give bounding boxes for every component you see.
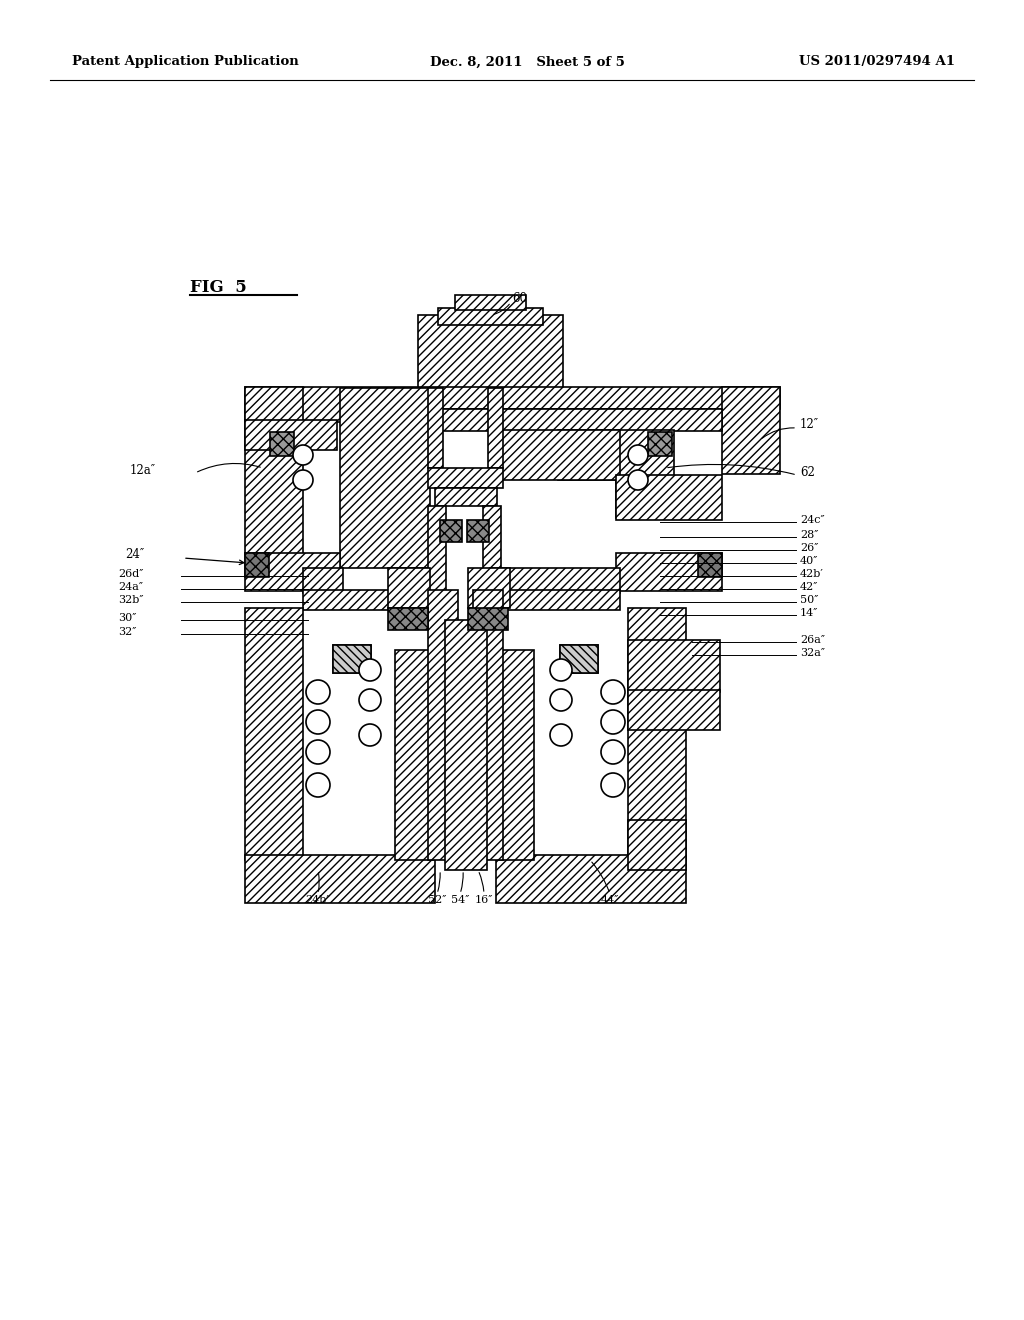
Text: 32b″: 32b″ — [118, 595, 143, 605]
Text: 42b′: 42b′ — [800, 569, 824, 579]
Bar — [560, 645, 598, 673]
Circle shape — [628, 470, 648, 490]
Bar — [445, 620, 487, 870]
Text: 52″: 52″ — [428, 895, 446, 906]
Circle shape — [293, 445, 313, 465]
Bar — [483, 506, 501, 591]
Text: 26″: 26″ — [800, 543, 818, 553]
Circle shape — [306, 741, 330, 764]
Bar — [435, 488, 497, 506]
Bar — [648, 432, 672, 455]
Text: 62: 62 — [800, 466, 815, 479]
Bar — [430, 409, 722, 432]
Bar — [628, 820, 686, 870]
Bar — [388, 568, 430, 609]
Circle shape — [359, 689, 381, 711]
Bar — [440, 520, 462, 543]
Bar — [303, 590, 428, 610]
Text: 26d″: 26d″ — [118, 569, 143, 579]
Bar — [303, 568, 343, 593]
Bar — [616, 430, 674, 517]
Circle shape — [550, 689, 572, 711]
Bar — [333, 645, 371, 673]
Bar — [496, 855, 686, 903]
Circle shape — [359, 659, 381, 681]
Text: 42″: 42″ — [800, 582, 818, 591]
Text: 24c″: 24c″ — [800, 515, 824, 525]
Circle shape — [293, 470, 313, 490]
Bar — [628, 609, 686, 861]
Text: 12″: 12″ — [800, 418, 819, 432]
Bar — [468, 609, 508, 630]
Text: 28″: 28″ — [800, 531, 818, 540]
Bar — [428, 506, 446, 591]
Bar — [245, 553, 269, 577]
Circle shape — [359, 723, 381, 746]
Text: 32a″: 32a″ — [800, 648, 825, 657]
Bar — [455, 294, 526, 310]
Bar — [468, 568, 510, 609]
Circle shape — [628, 445, 648, 465]
Text: 30″: 30″ — [118, 612, 136, 623]
Bar — [245, 855, 435, 903]
Bar — [490, 568, 620, 593]
Circle shape — [306, 710, 330, 734]
Text: 60: 60 — [512, 292, 527, 305]
Text: US 2011/0297494 A1: US 2011/0297494 A1 — [799, 55, 955, 69]
Text: 24″: 24″ — [125, 549, 144, 561]
Bar — [245, 387, 303, 554]
Bar — [490, 590, 620, 610]
Bar — [473, 590, 503, 861]
Bar — [438, 308, 543, 325]
Circle shape — [306, 774, 330, 797]
Bar — [428, 469, 503, 488]
Text: 24a″: 24a″ — [118, 582, 143, 591]
Bar — [333, 645, 371, 673]
Bar — [418, 315, 563, 389]
Circle shape — [306, 680, 330, 704]
Text: 44″: 44″ — [601, 895, 620, 906]
Bar — [628, 690, 720, 730]
Bar — [395, 649, 433, 861]
Bar — [340, 388, 430, 568]
Circle shape — [601, 741, 625, 764]
Text: 12a″: 12a″ — [130, 463, 156, 477]
Bar — [698, 553, 722, 577]
Bar — [245, 420, 337, 450]
Bar — [628, 640, 720, 692]
Bar — [428, 388, 443, 469]
Bar — [616, 475, 722, 520]
Bar — [245, 609, 303, 861]
Circle shape — [601, 710, 625, 734]
Bar — [722, 387, 780, 474]
Text: 32″: 32″ — [118, 627, 136, 638]
Bar — [560, 645, 598, 673]
Bar — [496, 649, 534, 861]
Circle shape — [601, 774, 625, 797]
Bar — [616, 553, 722, 591]
Text: 54″: 54″ — [451, 895, 469, 906]
Text: 16″: 16″ — [475, 895, 494, 906]
Bar — [430, 387, 780, 409]
Bar — [245, 387, 430, 422]
Bar — [388, 609, 428, 630]
Text: 26a″: 26a″ — [800, 635, 825, 645]
Circle shape — [550, 659, 572, 681]
Text: FIG  5: FIG 5 — [190, 280, 247, 297]
Bar — [558, 430, 616, 480]
Circle shape — [550, 723, 572, 746]
Bar — [428, 590, 458, 861]
Bar — [270, 432, 294, 455]
Bar — [467, 520, 489, 543]
Bar — [490, 430, 620, 480]
Text: 24b″: 24b″ — [305, 895, 331, 906]
Text: 14″: 14″ — [800, 609, 818, 618]
Bar — [488, 388, 503, 469]
Text: 50″: 50″ — [800, 595, 818, 605]
Text: 40″: 40″ — [800, 556, 818, 566]
Text: Dec. 8, 2011   Sheet 5 of 5: Dec. 8, 2011 Sheet 5 of 5 — [430, 55, 625, 69]
Bar — [245, 553, 340, 591]
Text: Patent Application Publication: Patent Application Publication — [72, 55, 299, 69]
Circle shape — [601, 680, 625, 704]
